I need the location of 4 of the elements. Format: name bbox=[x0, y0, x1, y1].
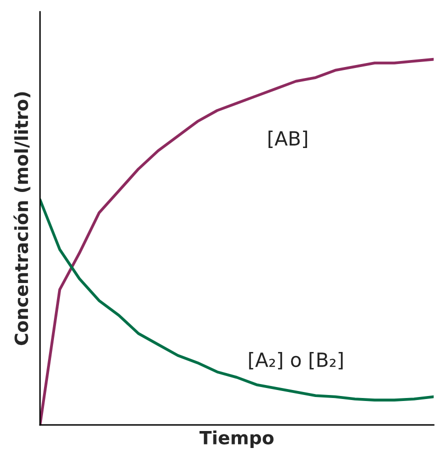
y-axis-title: Concentración (mol/litro) bbox=[13, 92, 30, 346]
series-label: [AB] bbox=[268, 130, 308, 148]
series-label: [A₂] o [B₂] bbox=[249, 352, 343, 370]
x-axis-title: Tiempo bbox=[199, 430, 274, 448]
